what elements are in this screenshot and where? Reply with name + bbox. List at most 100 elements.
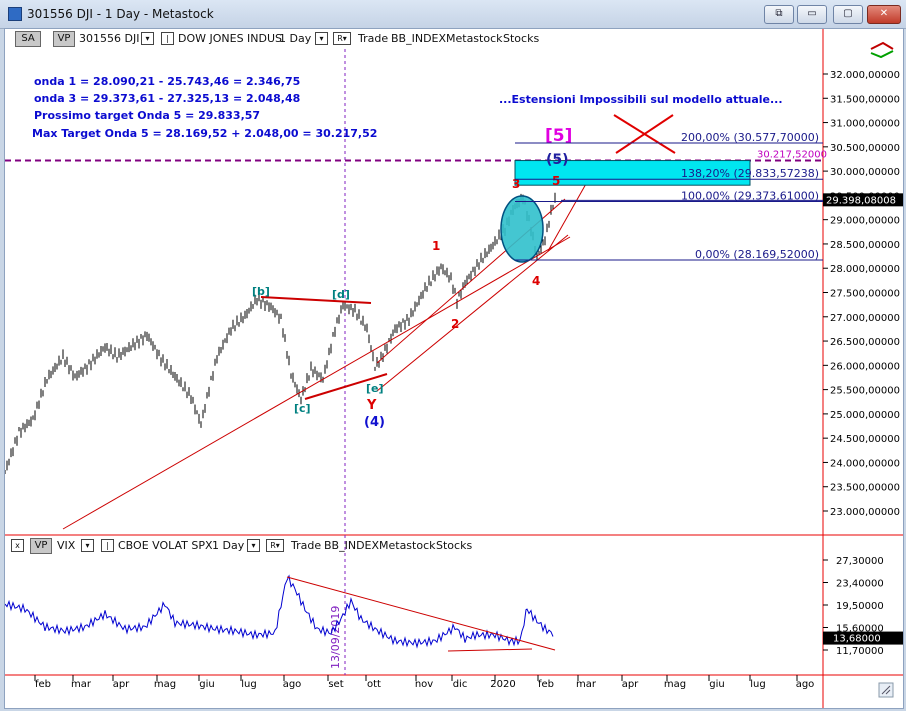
fib-level-label: 0,00% (28.169,52000) bbox=[695, 248, 819, 261]
maximize-button[interactable]: ▢ bbox=[833, 5, 863, 24]
fib-level-label: 100,00% (29.373,61000) bbox=[681, 190, 819, 203]
vix-metastock-label: Metastock bbox=[379, 539, 436, 552]
date-marker-label: 13/09/2019 bbox=[329, 606, 342, 669]
month-label: ott bbox=[367, 679, 381, 690]
vix-symbol-dropdown[interactable]: ▾ bbox=[81, 539, 94, 552]
month-label: giu bbox=[709, 679, 724, 690]
note-wave-1: onda 1 = 28.090,21 - 25.743,46 = 2.346,7… bbox=[34, 75, 300, 88]
month-label: mar bbox=[576, 679, 597, 690]
wave-b-label: [b] bbox=[252, 285, 270, 298]
vix-line bbox=[5, 574, 554, 649]
vix-symbol-selector[interactable]: | bbox=[101, 539, 114, 552]
month-label: ago bbox=[283, 679, 302, 690]
security-name: DOW JONES INDUS bbox=[178, 32, 283, 45]
price-tick-label: 25.500,00000 bbox=[830, 386, 900, 397]
price-tick-label: 26.000,00000 bbox=[830, 361, 900, 372]
close-button[interactable]: ✕ bbox=[867, 5, 901, 24]
month-label: set bbox=[328, 679, 343, 690]
wave-e-label: [e] bbox=[366, 382, 384, 395]
month-label: feb bbox=[538, 679, 554, 690]
vix-axis: 27,30000 23,40000 19,50000 15,60000 11,70000 bbox=[823, 556, 884, 657]
vix-period-dropdown[interactable]: ▾ bbox=[247, 539, 260, 552]
wave-4-label: 4 bbox=[532, 274, 540, 288]
month-label: mag bbox=[664, 679, 686, 690]
price-tick-label: 32.000,00000 bbox=[830, 70, 900, 81]
bb-index-label: BB_INDEX bbox=[391, 32, 447, 45]
month-label: dic bbox=[453, 679, 468, 690]
lower-channel-line bbox=[62, 236, 571, 530]
price-tick-label: 28.500,00000 bbox=[830, 240, 900, 251]
month-label: apr bbox=[113, 679, 130, 690]
period-label: 1 Day bbox=[279, 32, 312, 45]
price-tick-label: 26.500,00000 bbox=[830, 337, 900, 348]
vix-toolbar: x VP VIX ▾ | CBOE VOLAT SPX 1 Day ▾ R▾ T… bbox=[11, 537, 871, 555]
price-tick-label: 28.000,00000 bbox=[830, 264, 900, 275]
vix-vp-button[interactable]: VP bbox=[30, 538, 52, 554]
price-tick-label: 25.000,00000 bbox=[830, 410, 900, 421]
vp-button[interactable]: VP bbox=[53, 31, 75, 47]
month-label: 2020 bbox=[490, 679, 515, 690]
lower-wave-channel bbox=[376, 234, 569, 392]
vix-trade-label[interactable]: Trade bbox=[291, 539, 322, 552]
minimize-button[interactable]: ▭ bbox=[797, 5, 827, 24]
note-wave-3: onda 3 = 29.373,61 - 27.325,13 = 2.048,4… bbox=[34, 92, 300, 105]
close-pane-button[interactable]: x bbox=[11, 539, 24, 552]
vix-support-line bbox=[447, 648, 533, 652]
triangle-upper-line bbox=[260, 296, 372, 304]
trade-arrows-icon[interactable] bbox=[870, 41, 894, 59]
chart-app-icon bbox=[8, 7, 22, 21]
price-axis: 32.000,00000 31.500,00000 31.000,00000 30.5… bbox=[823, 70, 900, 518]
price-tick-label: 29.000,00000 bbox=[830, 216, 900, 227]
fibonacci-levels: 200,00% (30.577,70000) 138,20% (29.833,57… bbox=[515, 131, 823, 261]
wave-1-label: 1 bbox=[432, 239, 440, 253]
chart-canvas[interactable]: 32.000,00000 31.500,00000 31.000,00000 30.5… bbox=[5, 29, 903, 708]
wave-5-paren-label: (5) bbox=[546, 152, 569, 168]
vix-tick-label: 27,30000 bbox=[836, 556, 884, 567]
trade-label[interactable]: Trade bbox=[358, 32, 389, 45]
current-price-tag bbox=[823, 193, 903, 207]
price-tick-label: 30.000,00000 bbox=[830, 167, 900, 178]
price-chart-toolbar: SA VP 301556 DJI ▾ | DOW JONES INDUS 1 D… bbox=[15, 30, 875, 48]
price-tick-label: 31.000,00000 bbox=[830, 119, 900, 130]
price-tick-label: 27.000,00000 bbox=[830, 313, 900, 324]
window-title: 301556 DJI - 1 Day - Metastock bbox=[27, 7, 214, 21]
price-tick-label: 24.000,00000 bbox=[830, 458, 900, 469]
note-max-target: Max Target Onda 5 = 28.169,52 + 2.048,00… bbox=[32, 127, 377, 140]
vix-r-button[interactable]: R▾ bbox=[266, 539, 284, 552]
security-symbol: 301556 DJI bbox=[79, 32, 140, 45]
vix-current-tag bbox=[823, 631, 903, 645]
price-bars bbox=[5, 192, 556, 474]
wave-labels: [b] [c] [d] [e] Y (4) 1 2 3 4 5 (5) [5] bbox=[252, 126, 572, 430]
period-dropdown[interactable]: ▾ bbox=[315, 32, 328, 45]
wave-y-label: Y bbox=[366, 398, 377, 413]
symbol-selector[interactable]: | bbox=[161, 32, 174, 45]
month-label: lug bbox=[750, 679, 765, 690]
vix-name: CBOE VOLAT SPX bbox=[118, 539, 213, 552]
stocks-label: Stocks bbox=[503, 32, 540, 45]
wave-5-box-label: [5] bbox=[545, 126, 572, 146]
month-label: ago bbox=[796, 679, 815, 690]
fib-level-label: 200,00% (30.577,70000) bbox=[681, 131, 819, 144]
month-label: feb bbox=[35, 679, 51, 690]
note-next-target: Prossimo target Onda 5 = 29.833,57 bbox=[34, 109, 260, 122]
vix-downtrend-line bbox=[286, 576, 556, 651]
wave-2-label: 2 bbox=[451, 317, 459, 331]
triangle-lines bbox=[260, 296, 388, 400]
price-tick-label: 31.500,00000 bbox=[830, 94, 900, 105]
wave-3-label: 3 bbox=[512, 177, 520, 191]
wave-c-label: [c] bbox=[294, 402, 311, 415]
month-label: apr bbox=[622, 679, 639, 690]
scroll-handle[interactable] bbox=[878, 682, 894, 698]
month-label: lug bbox=[241, 679, 256, 690]
wave-d-label: [d] bbox=[332, 288, 350, 301]
triangle-lower-line bbox=[304, 373, 388, 400]
month-label: mag bbox=[154, 679, 176, 690]
restore-app-button[interactable]: ⧉ bbox=[764, 5, 794, 24]
r-button[interactable]: R▾ bbox=[333, 32, 351, 45]
vix-pane[interactable] bbox=[5, 557, 823, 675]
sa-button[interactable]: SA bbox=[15, 31, 41, 47]
vix-trend-lines bbox=[286, 576, 556, 652]
price-pane[interactable] bbox=[5, 49, 823, 535]
vix-current-value: 13,68000 bbox=[833, 634, 881, 645]
symbol-dropdown[interactable]: ▾ bbox=[141, 32, 154, 45]
